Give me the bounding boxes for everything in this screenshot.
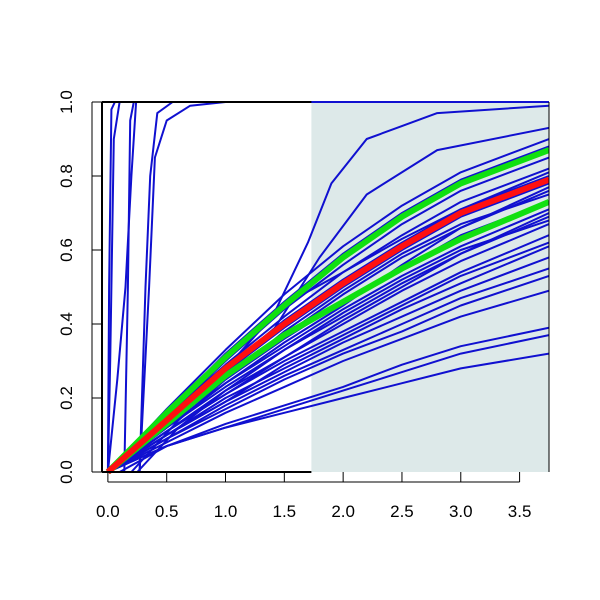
- x-tick-label: 0.0: [96, 502, 120, 521]
- band-layer: [105, 147, 549, 474]
- y-tick-label: 0.2: [57, 386, 76, 410]
- y-tick-label: 0.8: [57, 164, 76, 188]
- series-line-25: [107, 289, 549, 473]
- x-tick-label: 1.0: [214, 502, 238, 521]
- band-upper-line: [105, 147, 549, 474]
- central-line: [105, 176, 549, 474]
- series-line-32: [107, 186, 549, 473]
- x-tick-label: 2.5: [390, 502, 414, 521]
- x-tick-label: 0.5: [155, 502, 179, 521]
- y-tick-label: 0.0: [57, 460, 76, 484]
- series-line-9: [107, 138, 549, 473]
- y-tick-label: 0.6: [57, 238, 76, 262]
- y-tick-label: 1.0: [57, 90, 76, 114]
- series-line-34: [107, 241, 549, 473]
- x-tick-label: 1.5: [273, 502, 297, 521]
- series-line-29: [136, 219, 549, 473]
- band-lower-line: [106, 199, 549, 474]
- x-tick-label: 3.5: [508, 502, 532, 521]
- x-tick-label: 2.0: [331, 502, 355, 521]
- series-line-24: [107, 274, 549, 473]
- y-tick-label: 0.4: [57, 312, 76, 336]
- series-line-33: [107, 212, 549, 473]
- axes-layer: 0.0 0.5 1.0 1.5 2.0 2.5 3.0 3.5 0.0 0.2 0.4 0.6 0.8 1…: [57, 90, 550, 521]
- x-tick-label: 3.0: [449, 502, 473, 521]
- series-line-28: [107, 326, 549, 473]
